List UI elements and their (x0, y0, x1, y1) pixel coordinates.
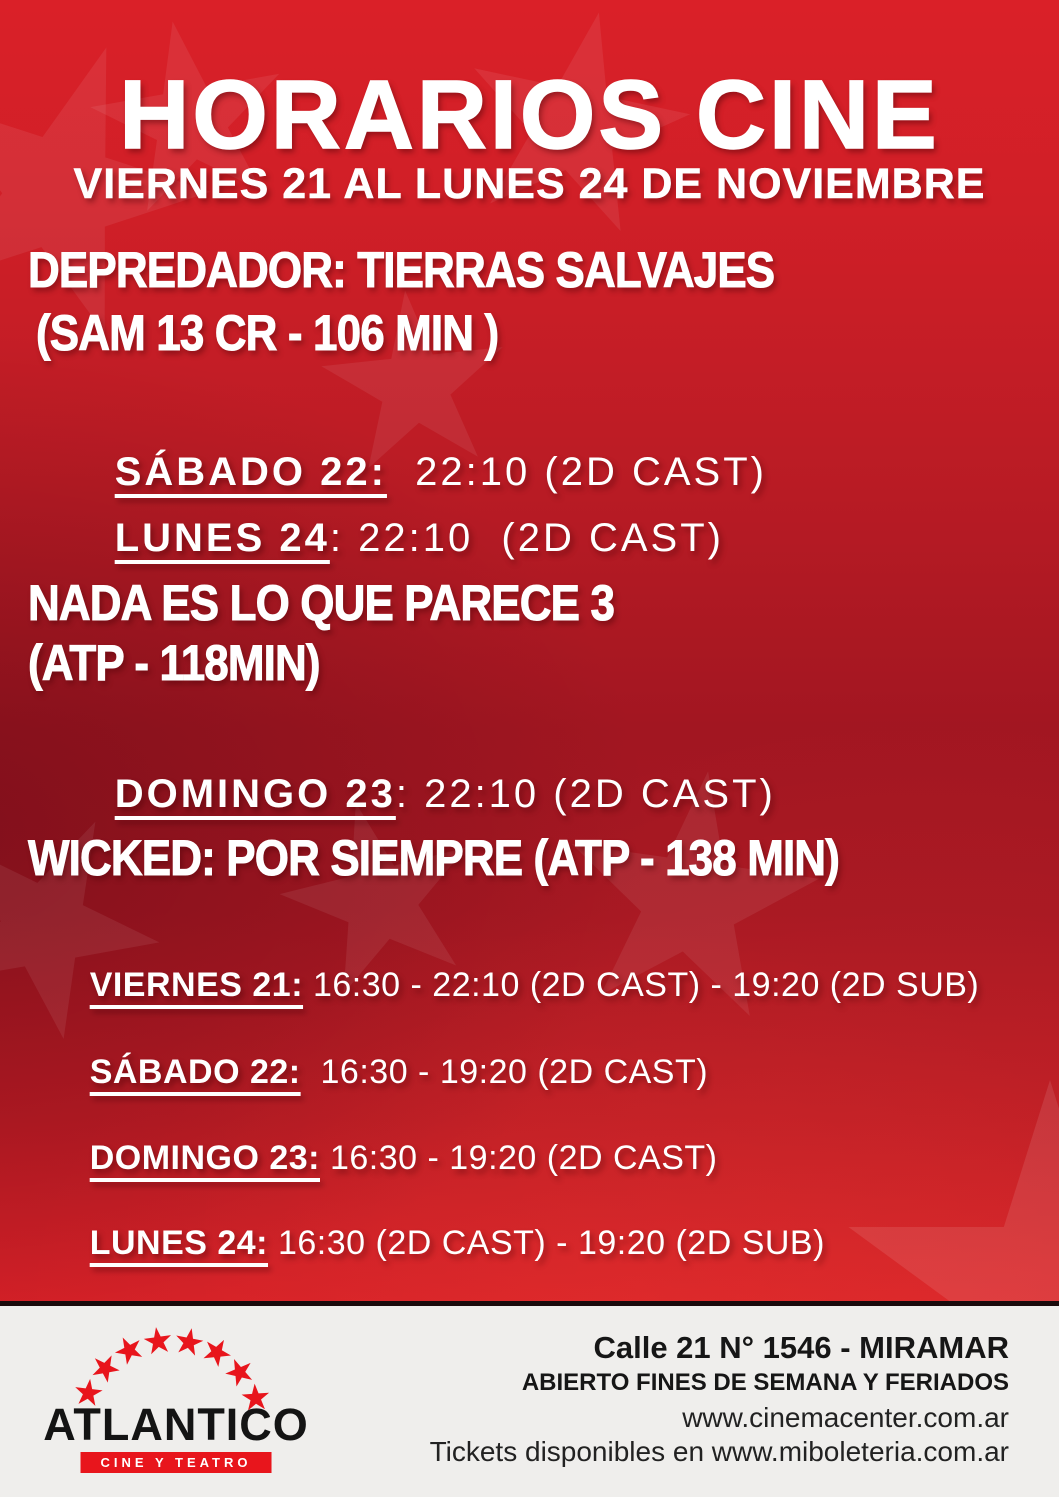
showtime-day: DOMINGO 23 (114, 772, 396, 816)
showtime-times: 16:30 (2D CAST) - 19:20 (2D SUB) (268, 1224, 825, 1262)
brand-name: ATLANTICO (43, 1399, 309, 1450)
showtime-times: 16:30 - 19:20 (2D CAST) (300, 1053, 709, 1091)
atlantico-logo: ★ ★ ★ ★ ★ ★ ★ ★ ATLANTICO CINE Y TEATRO (36, 1318, 316, 1480)
showtime-line: DOMINGO 23: 16:30 - 19:20 (2D CAST) (30, 1107, 718, 1209)
movie-title: NADA ES LO QUE PARECE 3 (28, 575, 616, 631)
showtime-times: : 22:10 (2D CAST) (395, 772, 776, 816)
showtime-times: 16:30 - 19:20 (2D CAST) (320, 1139, 718, 1177)
movie-rating-duration: (ATP - 118MIN) (28, 635, 321, 691)
showtime-times: 22:10 (2D CAST) (386, 450, 767, 494)
opening-hours: ABIERTO FINES DE SEMANA Y FERIADOS (521, 1368, 1009, 1396)
showtime-day: VIERNES 21: (89, 966, 304, 1004)
showtime-line: DOMINGO 23: 22:10 (2D CAST) (30, 734, 776, 854)
showtime-line: SÁBADO 22: 16:30 - 19:20 (2D CAST) (30, 1021, 708, 1123)
showtime-day: SÁBADO 22: (89, 1053, 301, 1091)
showtime-line: SÁBADO 22: 22:10 (2D CAST) (30, 412, 767, 532)
address-line: Calle 21 N° 1546 - MIRAMAR (593, 1330, 1009, 1365)
footer-info: Calle 21 N° 1546 - MIRAMAR ABIERTO FINES… (430, 1330, 1009, 1469)
showtime-line: LUNES 24: 22:10 (2D CAST) (30, 478, 724, 598)
showtime-line: LUNES 24: 16:30 (2D CAST) - 19:20 (2D SU… (30, 1192, 825, 1294)
tickets-url: Tickets disponibles en www.miboleteria.c… (429, 1436, 1009, 1468)
showtime-times: : 22:10 (2D CAST) (329, 516, 724, 560)
showtime-day: LUNES 24 (114, 516, 330, 560)
website-url: www.cinemacenter.com.ar (682, 1402, 1009, 1434)
showtime-day: LUNES 24: (89, 1224, 269, 1262)
poster-background: HORARIOS CINE VIERNES 21 AL LUNES 24 DE … (0, 0, 1059, 1463)
showtime-day: SÁBADO 22: (114, 450, 387, 494)
movie-title: DEPREDADOR: TIERRAS SALVAJES (28, 242, 776, 298)
movie-title: WICKED: POR SIEMPRE (ATP - 138 MIN) (28, 830, 841, 886)
showtime-times: 16:30 - 22:10 (2D CAST) - 19:20 (2D SUB) (303, 966, 980, 1004)
page-subtitle: VIERNES 21 AL LUNES 24 DE NOVIEMBRE (73, 160, 986, 208)
showtime-day: DOMINGO 23: (89, 1139, 320, 1177)
footer-divider (0, 1301, 1059, 1306)
footer: ★ ★ ★ ★ ★ ★ ★ ★ ATLANTICO CINE Y TEATRO … (0, 1306, 1059, 1497)
showtime-line: VIERNES 21: 16:30 - 22:10 (2D CAST) - 19… (30, 934, 979, 1036)
movie-rating-duration: (SAM 13 CR - 106 MIN ) (36, 305, 500, 361)
brand-tagline: CINE Y TEATRO (80, 1452, 272, 1473)
page-title: HORARIOS CINE (119, 60, 940, 169)
